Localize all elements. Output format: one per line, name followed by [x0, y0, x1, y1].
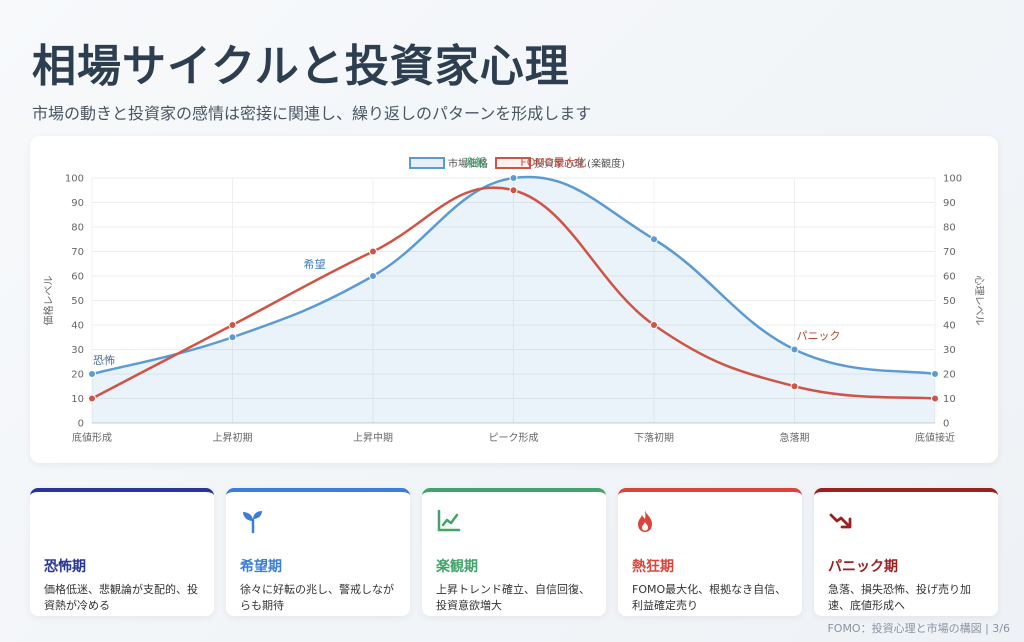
phase-card-title: 楽観期: [436, 559, 478, 575]
seedling-icon: [240, 508, 396, 536]
phase-card-title: 熱狂期: [632, 559, 674, 575]
x-tick-label: 底値接近: [915, 431, 955, 444]
data-point: [228, 321, 237, 329]
y-tick-label-right: 80: [943, 223, 956, 234]
x-tick-label: 急落期: [780, 431, 810, 444]
phase-cards: 恐怖期 価格低迷、悲観論が支配的、投資熱が冷める 希望期 徐々に好転の兆し、警戒…: [30, 488, 998, 616]
data-point: [369, 247, 377, 256]
data-point: [509, 186, 518, 195]
chart-annotation: FOMO最大化: [520, 155, 586, 169]
phase-card-hope: 希望期 徐々に好転の兆し、警戒しながらも期待: [226, 488, 410, 616]
y-tick-label-left: 90: [71, 198, 84, 209]
y-tick-label-right: 50: [943, 296, 956, 307]
chart-annotation: 希望: [304, 257, 326, 271]
y-tick-label-right: 70: [943, 247, 956, 258]
y-tick-label-left: 100: [65, 174, 84, 185]
data-point: [228, 333, 237, 342]
chart-annotation: 恐怖: [93, 353, 115, 367]
chart-annotation: パニック: [797, 330, 841, 343]
legend-swatch: [495, 157, 531, 169]
y-tick-label-left: 60: [71, 272, 84, 283]
phase-card-desc: 徐々に好転の兆し、警戒しながらも期待: [240, 583, 394, 612]
legend-swatch: [409, 157, 445, 169]
data-point: [650, 321, 658, 329]
phase-card-euphoria: 熱狂期 FOMO最大化、根拠なき自信、利益確定売り: [618, 488, 802, 616]
phase-card-title: パニック期: [828, 559, 898, 575]
page-title: 相場サイクルと投資家心理: [32, 41, 570, 92]
phase-card-title: 恐怖期: [44, 559, 86, 575]
phase-card-panic: パニック期 急落、損失恐怖、投げ売り加速、底値形成へ: [814, 488, 998, 616]
x-tick-label: ピーク形成: [489, 432, 539, 444]
data-point: [931, 394, 939, 403]
chart-line-icon: [436, 508, 592, 536]
trend-down-icon: [828, 508, 984, 536]
y-tick-label-left: 40: [71, 321, 84, 332]
data-point: [88, 370, 96, 378]
phase-card-optimism: 楽観期 上昇トレンド確立、自信回復、投資意欲増大: [422, 488, 606, 616]
y-tick-label-right: 100: [943, 174, 962, 185]
y-tick-label-left: 30: [71, 345, 84, 356]
data-point: [369, 272, 377, 280]
page-footer: FOMO：投資心理と市場の構図 | 3/6: [827, 622, 1010, 635]
y-tick-label-left: 50: [71, 296, 84, 307]
y-tick-label-left: 0: [78, 419, 84, 430]
series-area: [92, 176, 935, 423]
phase-card-fear: 恐怖期 価格低迷、悲観論が支配的、投資熱が冷める: [30, 488, 214, 616]
phase-card-desc: 急落、損失恐怖、投げ売り加速、底値形成へ: [828, 583, 971, 612]
y-tick-label-left: 70: [71, 247, 84, 258]
data-point: [88, 394, 96, 403]
cycle-chart: 0 0 10 10 20 20 30 30 40 40 50 50 60 60 70 70 80 80 90 90 10…: [42, 155, 985, 444]
data-point: [509, 174, 518, 182]
phase-card-desc: FOMO最大化、根拠なき自信、利益確定売り: [632, 583, 787, 612]
y-tick-label-left: 20: [71, 370, 84, 381]
x-tick-label: 下落初期: [634, 431, 674, 444]
x-tick-label: 底値形成: [72, 431, 112, 444]
y-tick-label-left: 80: [71, 223, 84, 234]
y-tick-label-right: 0: [943, 419, 949, 430]
legend-label: 市場価格: [448, 157, 488, 170]
y-axis-title-left: 価格レベル: [42, 276, 55, 326]
y-tick-label-right: 40: [943, 321, 956, 332]
y-tick-label-right: 30: [943, 345, 956, 356]
data-point: [790, 345, 799, 354]
legend-label: 投資家心理 (楽観度): [534, 157, 625, 170]
phase-card-desc: 上昇トレンド確立、自信回復、投資意欲増大: [436, 583, 590, 612]
data-point: [790, 382, 799, 391]
y-tick-label-right: 20: [943, 370, 956, 381]
frown-icon: [44, 508, 200, 536]
y-tick-label-right: 90: [943, 198, 956, 209]
data-point: [931, 370, 939, 378]
fire-icon: [632, 508, 788, 536]
phase-card-title: 希望期: [240, 559, 282, 575]
chart-card: 0 0 10 10 20 20 30 30 40 40 50 50 60 60 70 70 80 80 90 90 10…: [30, 136, 998, 463]
y-tick-label-left: 10: [71, 394, 84, 405]
phase-card-desc: 価格低迷、悲観論が支配的、投資熱が冷める: [44, 583, 198, 612]
x-tick-label: 上昇初期: [213, 431, 253, 444]
data-point: [650, 235, 658, 244]
y-tick-label-right: 60: [943, 272, 956, 283]
page-subtitle: 市場の動きと投資家の感情は密接に関連し、繰り返しのパターンを形成します: [32, 104, 592, 123]
chart-annotation: 楽観: [465, 155, 487, 169]
x-tick-label: 上昇中期: [353, 431, 393, 444]
y-tick-label-right: 10: [943, 394, 956, 405]
y-axis-title-right: 心理レベル: [973, 276, 985, 326]
